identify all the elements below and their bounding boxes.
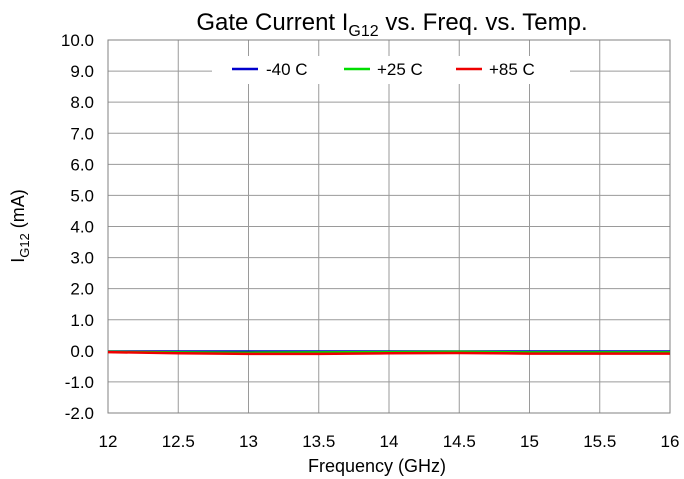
x-tick-label: 13 [239, 432, 258, 451]
y-tick-label: 4.0 [70, 218, 94, 237]
y-axis-title: IG12 (mA) [8, 189, 32, 263]
x-tick-label: 14.5 [443, 432, 476, 451]
legend: -40 C +25 C +85 C [212, 56, 570, 84]
y-tick-label: 7.0 [70, 124, 94, 143]
y-tick-label: 6.0 [70, 155, 94, 174]
y-tick-label: 0.0 [70, 342, 94, 361]
legend-label-minus40: -40 C [266, 60, 308, 79]
legend-label-plus25: +25 C [377, 60, 423, 79]
series-line-2 [107, 350, 670, 356]
x-tick-label: 12 [99, 432, 118, 451]
x-tick-label: 13.5 [302, 432, 335, 451]
y-axis-tick-labels: 10.0 9.0 8.0 7.0 6.0 5.0 4.0 3.0 2.0 1.0 0.0 -1.0 -2… [61, 31, 94, 423]
x-axis-title: Frequency (GHz) [308, 456, 446, 476]
y-tick-label: 1.0 [70, 311, 94, 330]
x-tick-label: 15.5 [583, 432, 616, 451]
legend-label-plus85: +85 C [489, 60, 535, 79]
y-tick-label: 3.0 [70, 249, 94, 268]
legend-background [212, 56, 570, 84]
chart-title: Gate Current IG12 vs. Freq. vs. Temp. [196, 9, 587, 40]
x-tick-label: 12.5 [162, 432, 195, 451]
x-tick-label: 14 [380, 432, 399, 451]
grid-lines [107, 39, 671, 414]
y-tick-label: 8.0 [70, 93, 94, 112]
y-tick-label: -2.0 [65, 404, 94, 423]
x-tick-label: 15 [520, 432, 539, 451]
y-tick-label: 9.0 [70, 62, 94, 81]
y-tick-label: 10.0 [61, 31, 94, 50]
plot-area-frame [107, 39, 671, 414]
series-lines [107, 350, 670, 356]
y-tick-label: 2.0 [70, 280, 94, 299]
x-axis-tick-labels: 12 12.5 13 13.5 14 14.5 15 15.5 16 [99, 432, 680, 451]
y-tick-label: -1.0 [65, 373, 94, 392]
x-tick-label: 16 [661, 432, 680, 451]
y-tick-label: 5.0 [70, 186, 94, 205]
